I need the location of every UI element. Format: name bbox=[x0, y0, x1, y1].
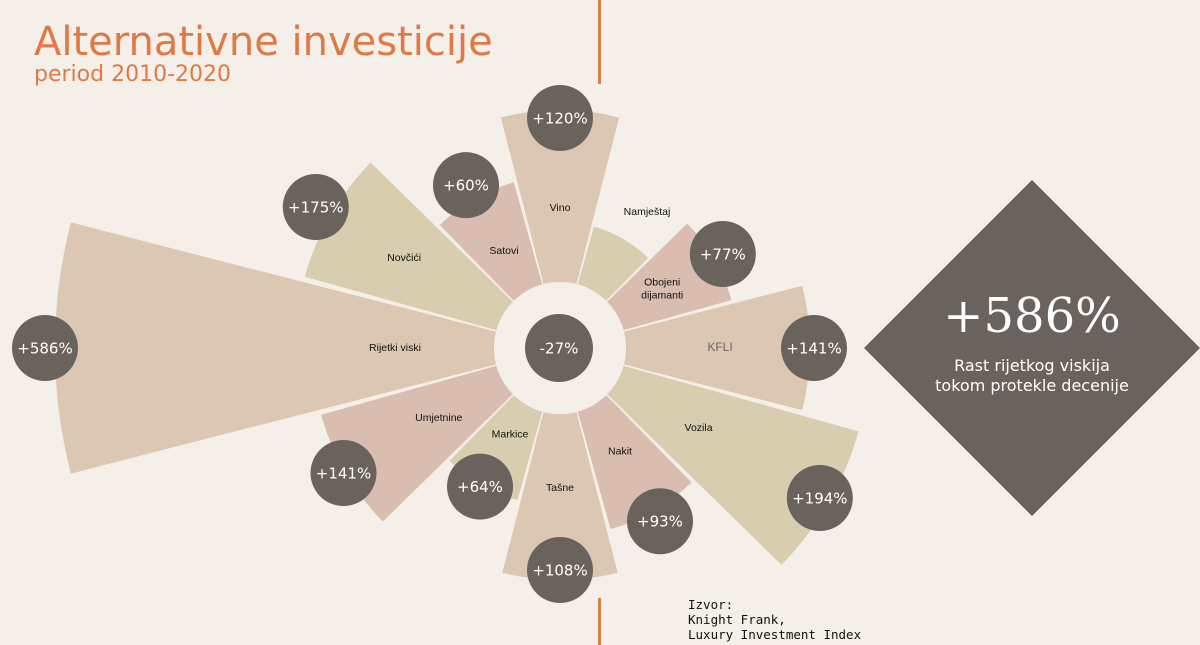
category-label-satovi: Satovi bbox=[489, 245, 518, 257]
source-line3: Luxury Investment Index bbox=[688, 627, 862, 642]
category-label-rijetki-viski: Rijetki viski bbox=[369, 342, 421, 354]
category-label-nakit: Nakit bbox=[608, 446, 632, 458]
sector-namjestaj bbox=[577, 226, 649, 301]
diamond-shape bbox=[864, 180, 1200, 516]
category-label-novcici: Novčići bbox=[387, 252, 421, 264]
value-label-kfli: +141% bbox=[786, 340, 841, 358]
value-bubble-obojeni-dijamanti bbox=[689, 221, 756, 287]
value-bubble-vino bbox=[527, 85, 593, 151]
value-label-novcici: +175% bbox=[288, 199, 343, 217]
source-line1: Izvor: bbox=[688, 597, 734, 612]
source-note: Izvor: Knight Frank, Luxury Investment I… bbox=[688, 597, 861, 642]
value-label-markice: +64% bbox=[457, 478, 503, 496]
value-label-vozila: +194% bbox=[792, 490, 847, 508]
category-label-umjetnine: Umjetnine bbox=[415, 412, 462, 424]
value-bubble-vozila bbox=[786, 465, 853, 531]
value-bubble-nakit bbox=[627, 488, 693, 555]
value-label-tasne: +108% bbox=[532, 562, 587, 580]
category-label-namjestaj: Namještaj bbox=[624, 206, 671, 218]
value-bubble-rijetki-viski bbox=[12, 315, 78, 381]
sector-novcici bbox=[304, 162, 513, 331]
value-label-satovi: +60% bbox=[443, 177, 489, 195]
bottom-divider bbox=[598, 598, 601, 645]
value-label-obojeni-dijamanti: +77% bbox=[700, 246, 746, 264]
sector-kfli bbox=[623, 285, 810, 411]
highlight-diamond: +586% Rast rijetkog viskija tokom protek… bbox=[862, 178, 1200, 518]
sector-vino bbox=[500, 110, 620, 285]
value-bubble-umjetnine bbox=[310, 440, 377, 506]
category-label-vozila: Vozila bbox=[685, 422, 713, 434]
category-label-vino: Vino bbox=[550, 202, 571, 214]
value-label-vino: +120% bbox=[532, 110, 587, 128]
source-line2: Knight Frank, bbox=[688, 612, 786, 627]
value-label-nakit: +93% bbox=[637, 513, 683, 531]
highlight-caption-line1: Rast rijetkog viskija bbox=[954, 356, 1110, 375]
category-label-obojeni-dijamanti: Obojeni dijamanti bbox=[641, 276, 683, 301]
sector-rijetki-viski bbox=[55, 222, 497, 474]
value-bubble-tasne bbox=[527, 537, 593, 603]
chart-title: Alternativne investicije bbox=[34, 19, 493, 65]
value-bubble-kfli bbox=[781, 315, 847, 381]
value-label-rijetki-viski: +586% bbox=[17, 340, 72, 358]
center-value-bubble bbox=[525, 314, 593, 382]
value-bubble-novcici bbox=[282, 174, 349, 240]
highlight-value: +586% bbox=[943, 288, 1121, 344]
highlight-caption: Rast rijetkog viskija tokom protekle dec… bbox=[862, 356, 1200, 396]
chart-subtitle: period 2010-2020 bbox=[34, 62, 231, 87]
value-label-umjetnine: +141% bbox=[316, 465, 371, 483]
value-bubble-satovi bbox=[433, 152, 499, 219]
value-bubble-markice bbox=[447, 453, 513, 520]
category-label-markice: Markice bbox=[492, 428, 529, 440]
sector-tasne bbox=[502, 411, 618, 581]
category-label-kfli: KFLI bbox=[707, 340, 732, 354]
category-label-tasne: Tašne bbox=[546, 482, 574, 494]
center-value-label: -27% bbox=[540, 340, 579, 358]
highlight-caption-line2: tokom protekle decenije bbox=[935, 376, 1129, 395]
top-divider bbox=[598, 0, 601, 84]
